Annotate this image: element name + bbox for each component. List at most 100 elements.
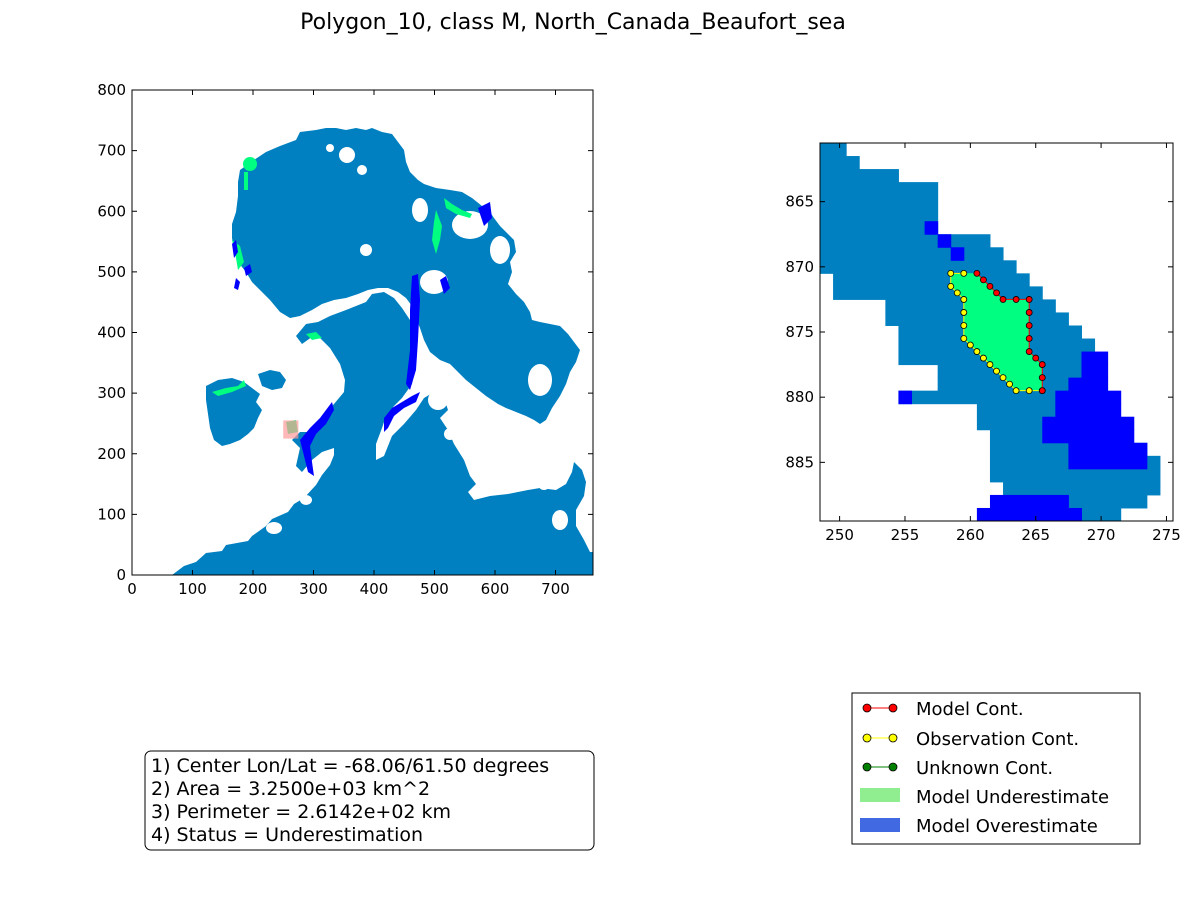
x-tick-label: 255 [891,526,920,544]
observation-contour-point [980,354,987,362]
ocean-cell [820,156,860,170]
overestimate-cell [924,221,939,235]
info-line-area: 2) Area = 3.2500e+03 km^2 [151,778,430,800]
zoom-contours [947,269,1046,395]
observation-contour-point [966,341,974,349]
observation-contour-point [947,282,955,290]
observation-contour-point [1025,387,1033,395]
x-tick-label: 100 [178,580,207,598]
legend-patch [860,818,900,832]
overestimate-cell [989,494,1069,509]
legend-label: Model Cont. [916,699,1024,720]
y-tick-label: 600 [97,202,126,220]
model-contour-point [1025,309,1033,316]
x-tick-label: 200 [239,580,268,598]
ocean-cell [820,169,899,183]
observation-contour-point [960,269,968,277]
info-box: 1) Center Lon/Lat = -68.06/61.50 degrees… [144,750,595,851]
overestimate-regions [232,202,492,476]
overestimate-cell [1068,455,1148,470]
y-tick-label: 400 [97,324,126,342]
legend-label: Observation Cont. [916,729,1079,750]
model-contour-point [1025,296,1033,303]
legend-item-model-underestimate: Model Underestimate [860,787,1109,808]
x-tick-label: 0 [127,580,137,598]
x-tick-label: 300 [299,580,328,598]
y-tick-label: 0 [116,566,126,584]
overview-map [172,128,593,575]
model-contour-point [986,282,994,290]
overestimate-cell [1068,442,1148,457]
model-contour-point [1012,296,1020,303]
legend-marker [862,733,872,743]
observation-contour-point [960,296,968,303]
ocean-cell [833,286,1043,300]
overestimate-cell [976,507,1082,521]
legend-marker [862,703,872,713]
legend: Model Cont. Observation Cont. Unknown Co… [851,692,1141,845]
x-tick-label: 260 [956,526,985,544]
overestimate-cell [1042,416,1135,431]
model-contour-point [1038,361,1046,368]
y-tick-label: 300 [97,384,126,402]
overestimate-cell [1055,403,1122,418]
y-tick-label: 865 [785,193,814,211]
y-tick-label: 500 [97,263,126,281]
underestimate-area [950,273,1043,391]
y-tick-label: 700 [97,142,126,160]
ocean-cell [898,390,1082,405]
ocean-cell [820,182,939,235]
observation-contour-point [960,335,968,342]
model-contour-point [1025,322,1033,329]
observation-contour-point [993,367,1000,375]
observation-contour-point [953,289,961,297]
observation-contour-point [986,361,994,368]
zoom-axes: 250 255 260 265 270 275 865 870 875 880 885 [785,143,1181,544]
info-line-status: 4) Status = Underestimation [151,824,423,846]
y-tick-label: 875 [785,323,814,341]
overview-panel: 0 100 200 300 400 500 600 700 0 100 200 300 400 500 60… [97,81,594,598]
y-tick-label: 800 [97,81,126,99]
y-tick-label: 870 [785,258,814,276]
y-tick-label: 885 [785,453,814,471]
model-contour-point [1025,348,1033,355]
info-line-perimeter: 3) Perimeter = 2.6142e+02 km [151,801,451,823]
legend-label: Model Underestimate [916,787,1109,808]
legend-item-model-overestimate: Model Overestimate [860,816,1098,837]
legend-label: Model Overestimate [916,816,1098,837]
ocean-cell [820,247,1004,261]
ocean-cell [820,234,991,248]
legend-marker [888,703,898,713]
ocean-cell [1003,481,1161,496]
y-tick-label: 880 [785,388,814,406]
land-holes [266,144,568,534]
info-line-center: 1) Center Lon/Lat = -68.06/61.50 degrees [151,755,549,777]
x-tick-label: 275 [1152,526,1181,544]
ocean-cell [833,273,1030,287]
x-tick-label: 500 [420,580,449,598]
ocean-cell [1068,494,1148,509]
legend-item-observation-cont: Observation Cont. [862,729,1079,750]
x-tick-label: 700 [541,580,570,598]
model-contour-point [999,296,1007,303]
legend-marker [888,762,898,772]
y-tick-label: 100 [97,505,126,523]
legend-patch [860,788,900,802]
ocean-cell [976,403,1069,418]
ocean-cell [1081,507,1122,521]
info-box-frame [144,750,595,851]
x-tick-label: 265 [1021,526,1050,544]
ocean-cell [820,143,847,157]
legend-marker [862,762,872,772]
model-contour-point [1038,374,1046,382]
observation-contour-point [947,269,955,277]
observation-contour-point [973,348,981,355]
legend-item-model-cont: Model Cont. [862,699,1024,720]
legend-item-unknown-cont: Unknown Cont. [862,758,1053,779]
overestimate-cell [1042,429,1135,444]
model-contour-point [980,276,987,284]
ocean-cell [820,260,1017,274]
observation-contour-point [1006,380,1013,388]
legend-label: Unknown Cont. [916,758,1053,779]
